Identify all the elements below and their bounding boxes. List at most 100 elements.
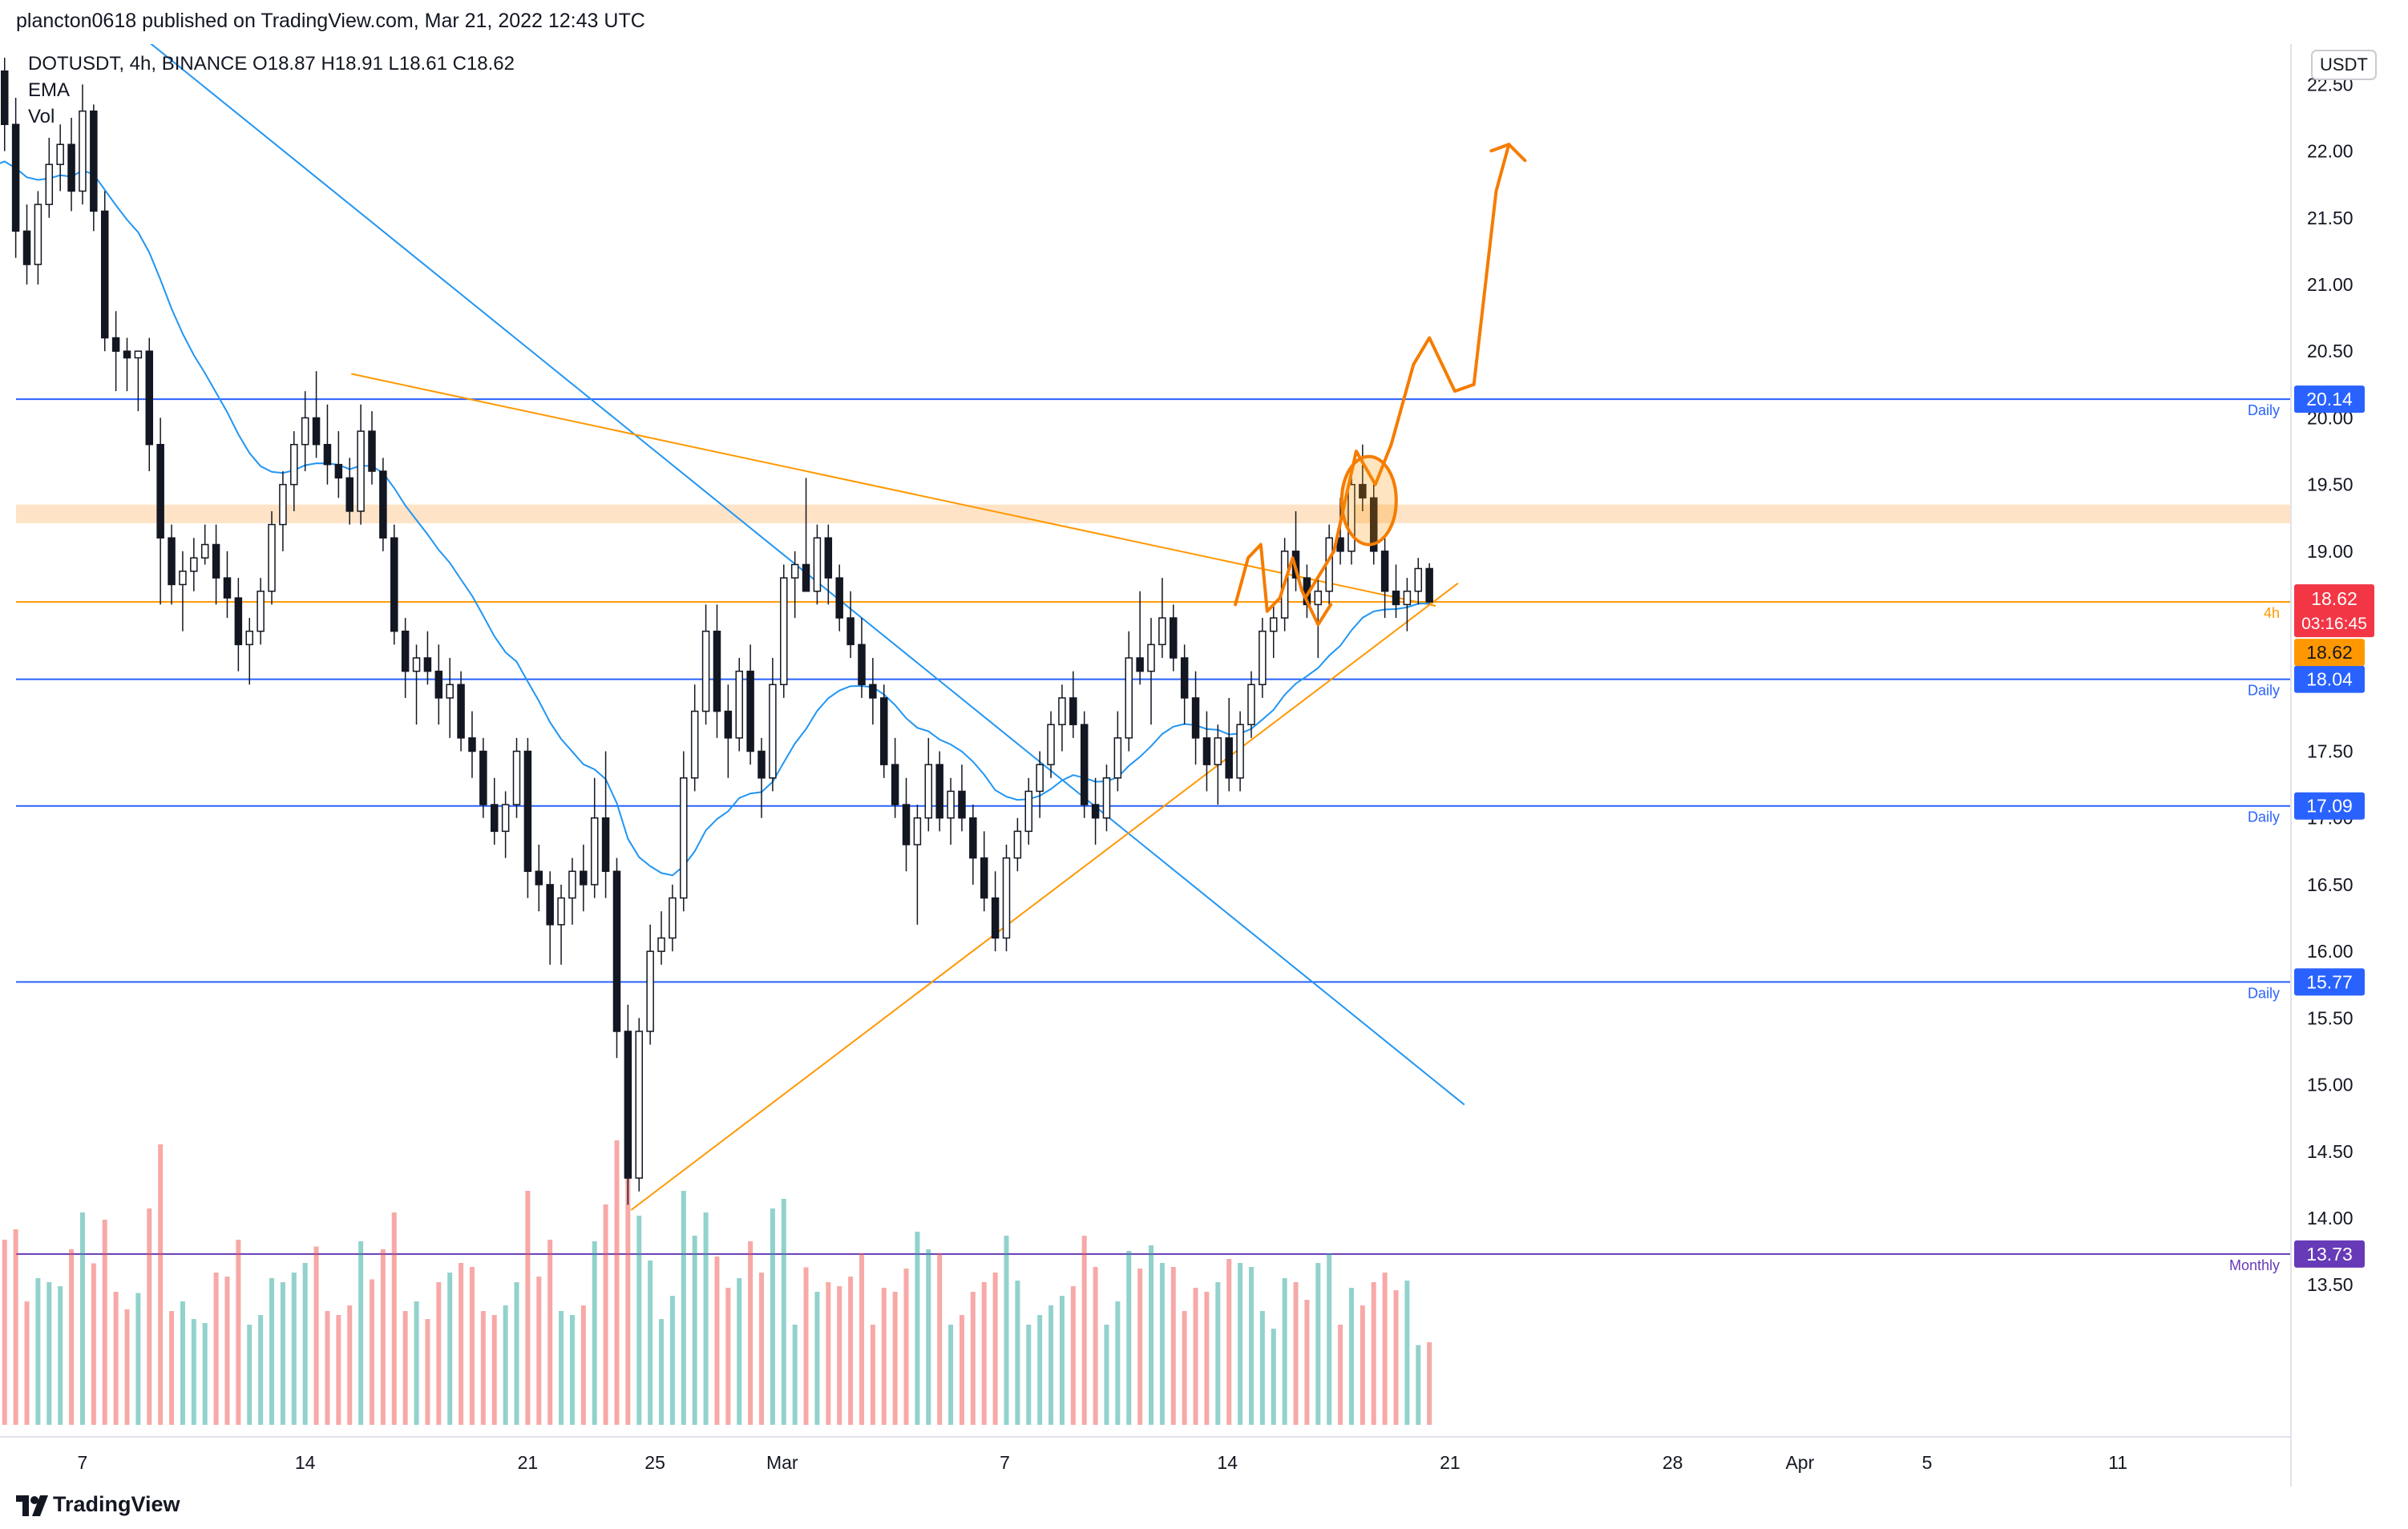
highlight-circle[interactable] [1339,454,1398,547]
candle-body[interactable] [123,350,131,359]
trend-line[interactable] [350,373,1436,607]
candle-body[interactable] [11,123,20,232]
candle-body[interactable] [1414,567,1423,592]
candle-body[interactable] [1147,643,1155,672]
candle-body[interactable] [557,897,565,926]
candle-body[interactable] [601,817,610,873]
candle-body[interactable] [1136,657,1144,672]
candle-body[interactable] [1170,617,1178,659]
candle-body[interactable] [902,804,911,845]
candle-body[interactable] [891,764,899,805]
candle-body[interactable] [790,563,799,579]
level-badge[interactable] [2294,792,2365,820]
candle-body[interactable] [846,617,855,646]
candle-body[interactable] [835,577,843,619]
candle-body[interactable] [746,670,754,752]
candle-body[interactable] [769,684,777,779]
candle-body[interactable] [1270,617,1278,632]
candle-body[interactable] [290,443,298,486]
candle-body[interactable] [624,1031,632,1179]
candle-body[interactable] [758,750,766,779]
candle-body[interactable] [924,764,933,819]
candle-body[interactable] [1158,617,1166,646]
chart-frame[interactable]: MonthlyDailyDailyDailyDailyMonthly4h 22.… [0,0,2408,1487]
candle-body[interactable] [690,710,699,779]
candle-body[interactable] [1002,857,1011,939]
candle-body[interactable] [724,710,733,739]
candle-body[interactable] [1259,630,1267,686]
candle-body[interactable] [90,110,98,212]
candle-body[interactable] [1336,537,1344,552]
symbol-legend[interactable]: DOTUSDT, 4h, BINANCE O18.87 H18.91 L18.6… [28,53,515,75]
candle-body[interactable] [512,750,521,805]
candle-body[interactable] [568,870,576,899]
price-axis[interactable]: 22.5022.0021.5021.0020.5020.0019.5019.00… [2292,44,2408,1487]
candle-body[interactable] [1091,804,1100,819]
candle-body[interactable] [468,737,476,752]
candle-body[interactable] [446,684,454,699]
candle-body[interactable] [168,537,176,586]
candle-body[interactable] [490,804,499,833]
candle-body[interactable] [879,697,888,765]
candle-body[interactable] [958,790,966,819]
candle-body[interactable] [1380,551,1389,592]
candle-body[interactable] [1080,724,1089,805]
candle-body[interactable] [713,630,721,712]
candle-body[interactable] [735,670,743,739]
candle-body[interactable] [1047,724,1055,765]
trend-line[interactable] [0,0,1465,1106]
candle-body[interactable] [245,630,253,646]
candle-body[interactable] [67,143,75,192]
candle-body[interactable] [379,470,387,539]
candle-body[interactable] [268,523,276,592]
candle-body[interactable] [1425,567,1433,603]
candle-body[interactable] [1369,497,1378,552]
line-4h-badge[interactable] [2294,639,2365,667]
candle-body[interactable] [156,443,164,539]
candle-body[interactable] [212,543,220,579]
candle-body[interactable] [1225,737,1233,779]
candle-body[interactable] [45,163,54,205]
vol-legend[interactable]: Vol [28,106,55,127]
candle-body[interactable] [635,1031,644,1179]
candle-body[interactable] [111,337,120,352]
candle-body[interactable] [301,417,309,446]
candle-body[interactable] [390,537,398,632]
candle-body[interactable] [680,777,688,899]
candle-body[interactable] [1314,591,1323,606]
candle-body[interactable] [279,483,287,526]
candle-body[interactable] [401,630,410,672]
candle-body[interactable] [701,630,710,712]
candle-body[interactable] [223,577,232,599]
candle-body[interactable] [179,571,187,586]
candle-body[interactable] [357,430,365,512]
candle-body[interactable] [145,350,154,446]
candle-body[interactable] [869,684,877,699]
candle-body[interactable] [980,857,988,899]
candle-body[interactable] [1113,737,1122,779]
candle-body[interactable] [546,884,554,926]
time-axis[interactable]: 7 14 21 25 Mar 7 14 21 28 Apr 5 11 [78,1452,2128,1473]
candle-body[interactable] [479,750,487,805]
candle-body[interactable] [134,350,143,359]
candle-body[interactable] [79,110,87,192]
scribble-path[interactable] [1234,543,1333,627]
candle-body[interactable] [969,817,977,859]
candle-body[interactable] [412,657,421,672]
candle-body[interactable] [802,563,810,592]
candle-body[interactable] [323,443,332,466]
candle-body[interactable] [457,684,465,739]
candle-body[interactable] [1202,737,1211,765]
candle-body[interactable] [22,230,31,265]
candle-body[interactable] [1403,591,1412,606]
candle-body[interactable] [947,790,955,819]
candle-body[interactable] [368,430,376,472]
candle-body[interactable] [612,870,621,1032]
candle-body[interactable] [1102,777,1111,819]
candle-body[interactable] [34,204,42,265]
candle-body[interactable] [1013,830,1022,859]
candle-body[interactable] [190,557,198,572]
level-badge[interactable] [2294,1240,2365,1268]
candle-body[interactable] [1069,697,1077,725]
forecast-path[interactable] [1303,143,1511,600]
